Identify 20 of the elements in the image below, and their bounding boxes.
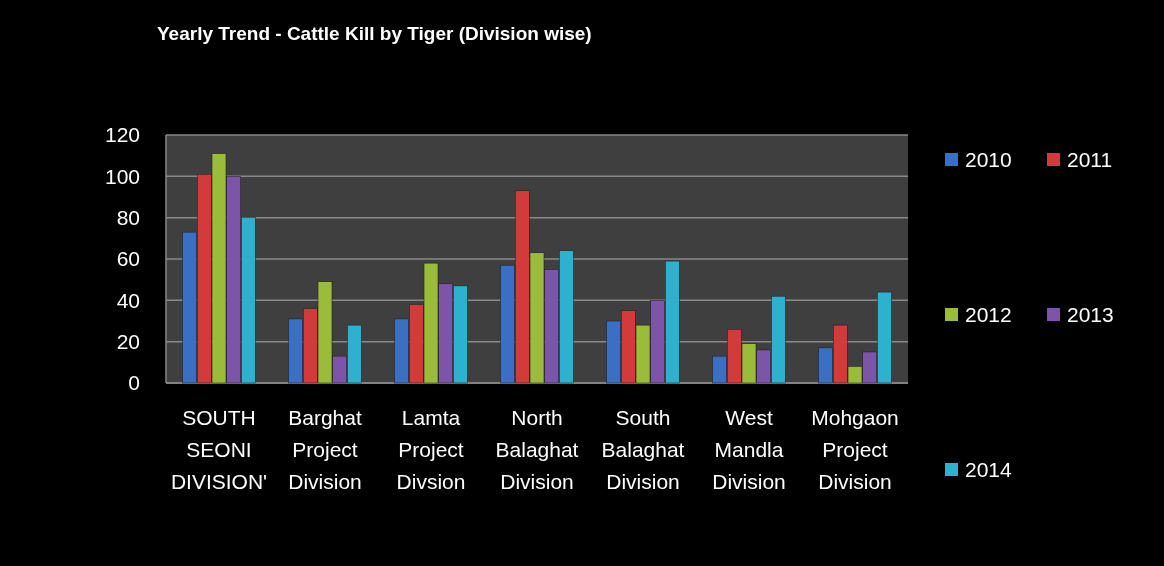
legend-label: 2013: [1067, 303, 1114, 327]
x-tick-label: South Balaghat Division: [601, 406, 685, 493]
x-tick-label: Barghat Project Division: [288, 406, 362, 493]
x-tick-label: Lamta Project Divsion: [396, 406, 466, 493]
y-tick-label: 20: [116, 330, 140, 354]
chart-title: Yearly Trend - Cattle Kill by Tiger (Division wise): [157, 23, 592, 44]
x-tick-label: SOUTH SEONI DIVISION': [170, 406, 268, 493]
legend-label: 2011: [1067, 148, 1113, 172]
x-tick-label: West Mandla Division: [712, 406, 786, 493]
y-tick-label: 80: [116, 206, 140, 230]
legend-label: 2012: [965, 303, 1012, 327]
y-tick-label: 120: [104, 123, 140, 147]
legend-label: 2010: [965, 148, 1012, 172]
y-tick-label: 0: [128, 371, 140, 395]
y-tick-label: 100: [104, 164, 140, 188]
y-tick-label: 60: [116, 247, 140, 271]
legend-label: 2014: [965, 458, 1013, 482]
y-tick-label: 40: [116, 288, 140, 312]
x-tick-label: Mohgaon Project Division: [811, 406, 899, 493]
x-tick-label: North Balaghat Division: [495, 406, 579, 493]
